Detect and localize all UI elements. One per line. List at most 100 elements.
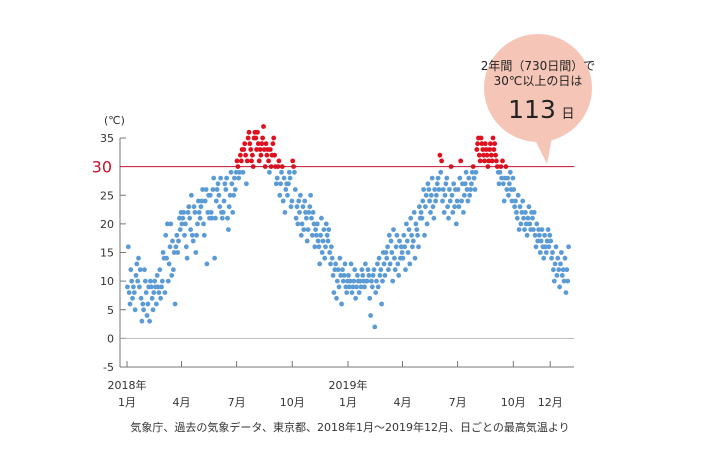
data-point xyxy=(232,175,237,181)
data-point xyxy=(401,232,407,238)
data-point xyxy=(518,221,524,227)
data-point xyxy=(141,307,147,313)
data-point xyxy=(248,147,254,152)
data-point xyxy=(324,232,330,238)
data-point xyxy=(126,290,132,295)
x-tick-month: 10月 xyxy=(280,396,305,409)
data-point xyxy=(317,261,323,267)
data-point xyxy=(431,215,437,221)
data-point xyxy=(462,181,468,187)
data-point xyxy=(380,278,385,284)
x-tick-month: 7月 xyxy=(228,396,246,409)
data-point xyxy=(566,244,571,250)
data-point xyxy=(311,221,317,227)
data-point xyxy=(242,141,248,147)
data-point xyxy=(425,181,431,187)
data-point xyxy=(403,267,408,273)
data-point xyxy=(381,261,387,267)
data-point xyxy=(173,244,179,250)
data-point xyxy=(356,290,362,295)
data-point xyxy=(522,227,527,233)
data-point xyxy=(180,215,186,221)
data-point xyxy=(211,175,217,181)
data-point xyxy=(551,267,556,273)
data-point xyxy=(232,187,238,192)
data-point xyxy=(230,210,236,215)
data-point xyxy=(183,221,188,227)
data-point xyxy=(334,295,339,301)
data-point xyxy=(190,238,196,244)
y-tick-label: 0 xyxy=(107,332,114,345)
data-point xyxy=(277,192,283,198)
data-point xyxy=(469,181,474,187)
data-point xyxy=(509,198,515,204)
data-point xyxy=(348,261,354,267)
data-point xyxy=(316,244,322,250)
data-point xyxy=(496,181,502,187)
data-point xyxy=(255,129,260,135)
data-point xyxy=(452,204,457,210)
data-point xyxy=(492,141,498,147)
data-point xyxy=(368,313,373,318)
data-point xyxy=(139,318,145,324)
data-point xyxy=(523,221,529,227)
data-point xyxy=(245,135,251,141)
data-point xyxy=(360,273,366,278)
data-point xyxy=(393,244,399,250)
x-tick-month: 1月 xyxy=(118,396,136,409)
data-point xyxy=(221,198,227,204)
data-point xyxy=(255,141,261,147)
data-point xyxy=(231,192,237,198)
data-point xyxy=(309,215,314,221)
data-point xyxy=(283,187,289,192)
data-point xyxy=(458,158,464,164)
data-point xyxy=(482,158,487,164)
x-tick-month: 7月 xyxy=(449,396,467,409)
data-point xyxy=(191,204,197,210)
data-point xyxy=(217,204,223,210)
data-point xyxy=(299,221,305,227)
data-point xyxy=(286,169,292,175)
data-point xyxy=(138,295,144,301)
data-point xyxy=(142,267,147,273)
data-point xyxy=(533,244,539,250)
data-point xyxy=(346,273,351,278)
data-point xyxy=(340,267,345,273)
callout-pointer xyxy=(534,138,552,164)
data-point xyxy=(302,198,308,204)
data-point xyxy=(209,215,215,221)
data-point xyxy=(517,204,523,210)
data-point xyxy=(444,175,450,181)
data-point xyxy=(445,204,450,210)
data-point xyxy=(370,273,376,278)
data-point xyxy=(375,284,381,290)
data-point xyxy=(237,169,243,175)
data-point xyxy=(375,261,380,267)
data-point xyxy=(561,278,567,284)
data-point xyxy=(538,238,544,244)
data-point xyxy=(213,215,218,221)
data-point xyxy=(511,187,517,192)
data-point xyxy=(142,278,148,284)
data-point xyxy=(189,232,195,238)
data-point xyxy=(482,141,488,147)
data-point xyxy=(320,238,326,244)
data-point xyxy=(428,192,434,198)
data-point xyxy=(497,169,503,175)
data-point xyxy=(349,290,355,295)
data-point xyxy=(263,141,269,147)
data-point xyxy=(354,284,359,290)
data-point xyxy=(421,187,426,192)
data-point xyxy=(418,210,424,215)
data-point xyxy=(455,187,461,192)
data-point xyxy=(323,221,329,227)
data-point xyxy=(558,261,563,267)
data-point xyxy=(499,175,504,181)
data-point xyxy=(507,169,513,175)
data-point xyxy=(504,187,510,192)
data-point xyxy=(270,141,276,147)
data-point xyxy=(392,255,397,261)
data-point xyxy=(321,227,327,233)
data-point xyxy=(478,135,484,141)
data-point xyxy=(423,192,429,198)
